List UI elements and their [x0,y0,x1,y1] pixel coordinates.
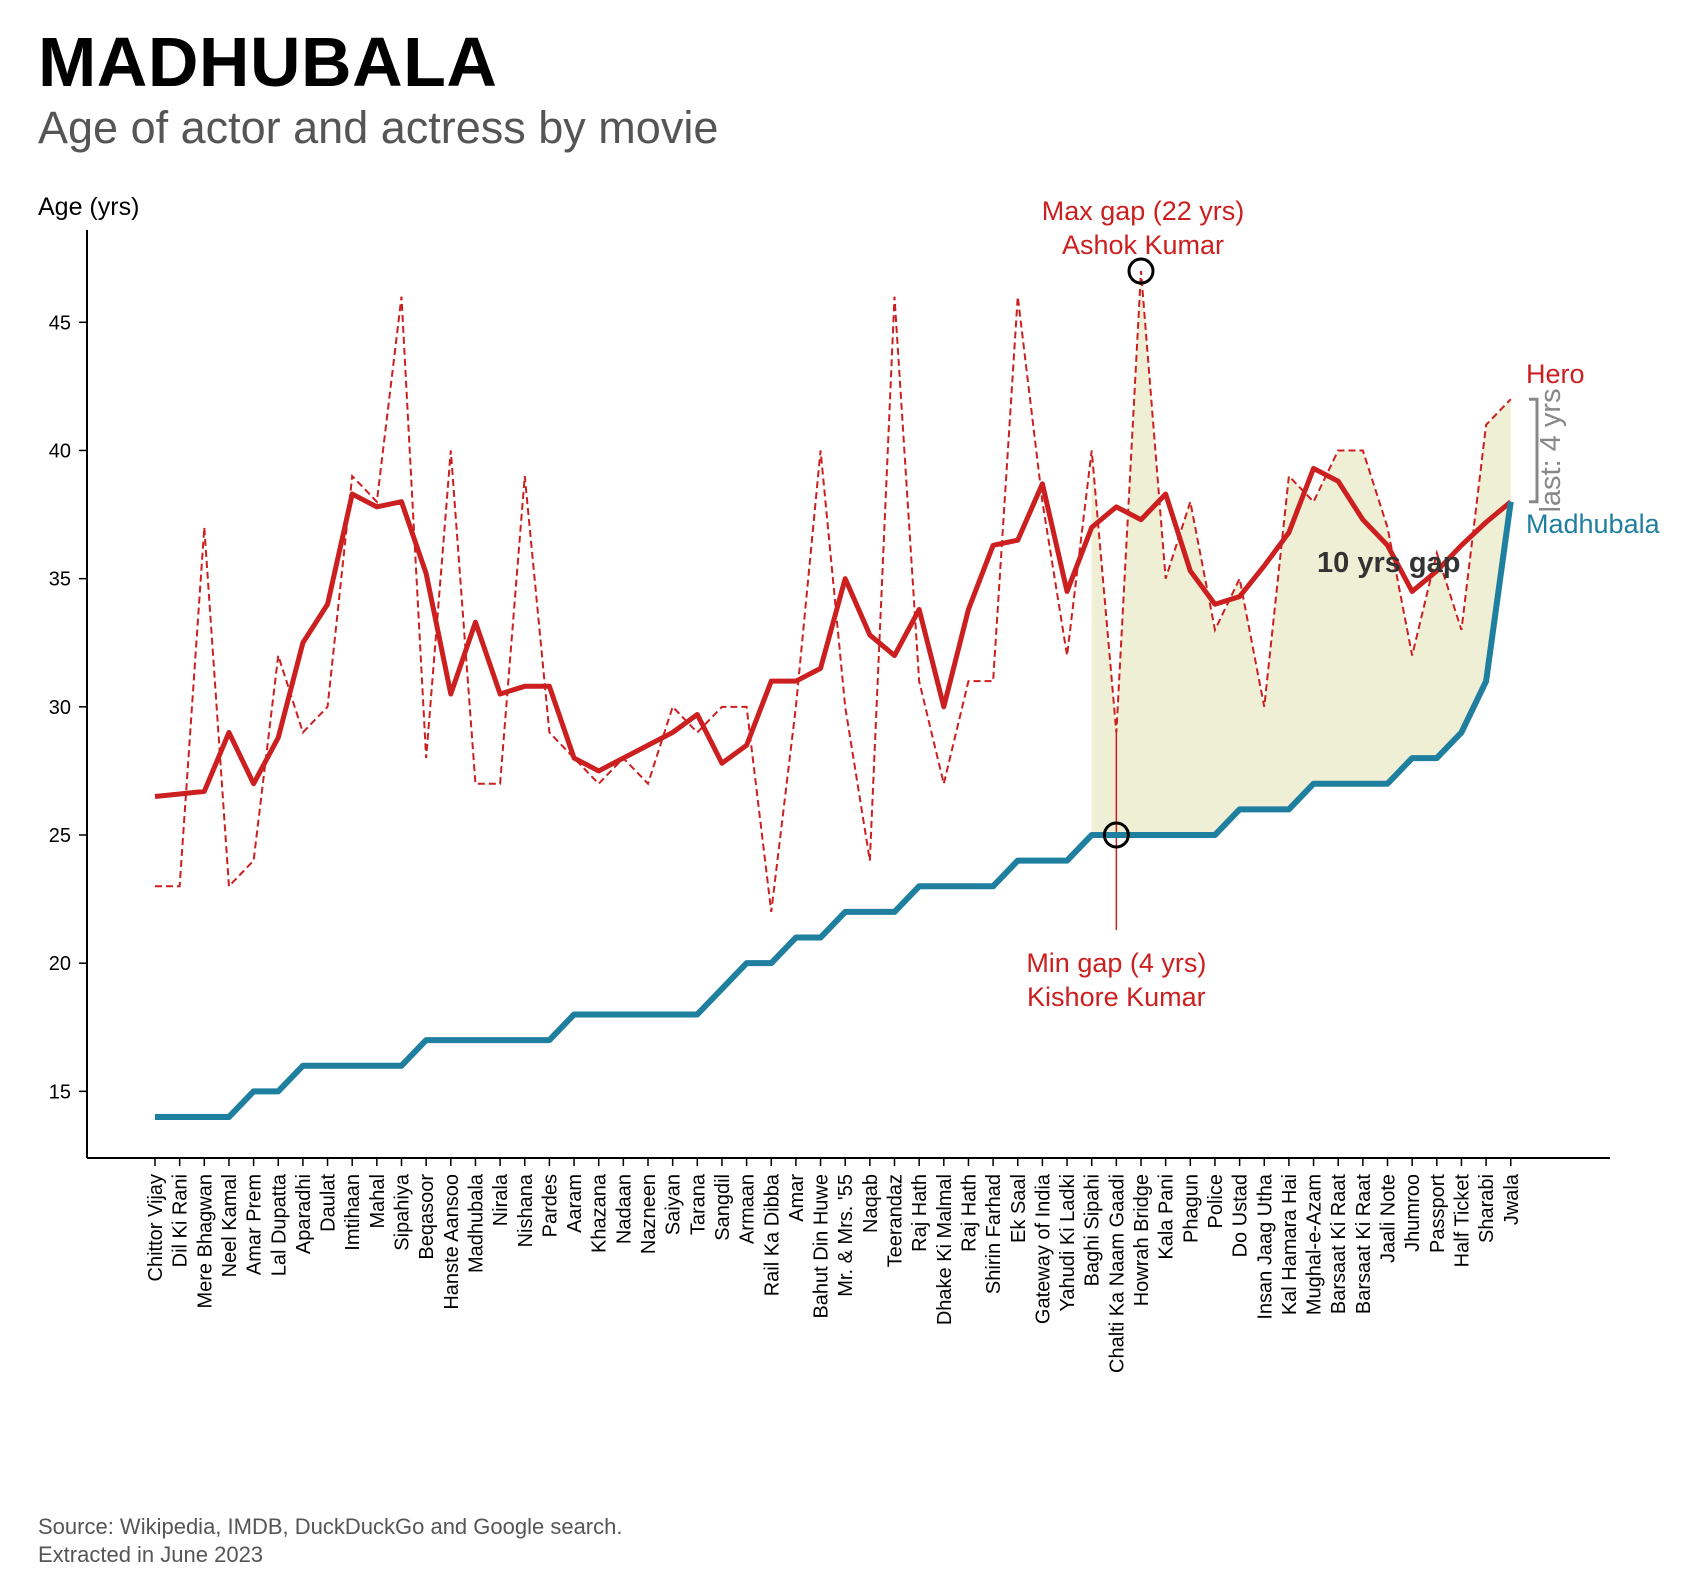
y-tick-label: 15 [49,1081,71,1103]
x-tick-label: Police [1205,1174,1227,1228]
x-tick-label: Kal Hamara Hai [1279,1174,1301,1315]
x-tick-label: Passport [1427,1174,1449,1253]
x-tick-label: Yahudi Ki Ladki [1057,1174,1079,1312]
x-tick-label: Mr. & Mrs. '55 [835,1174,857,1297]
x-tick-label: Mahal [367,1174,389,1228]
gap-shaded-area [1091,271,1511,835]
y-tick-label: 40 [49,440,71,462]
x-tick-label: Kala Pani [1156,1174,1178,1260]
x-tick-label: Raj Hath [958,1174,980,1252]
x-tick-label: Baghi Sipahi [1082,1174,1104,1286]
x-tick-label: Nirala [490,1173,512,1226]
x-tick-label: Sangdil [712,1174,734,1241]
x-tick-label: Half Ticket [1451,1174,1473,1268]
x-tick-label: Madhubala [465,1173,487,1273]
y-tick-label: 20 [49,953,71,975]
x-tick-label: Chalti Ka Naam Gaadi [1106,1174,1128,1373]
x-tick-label: Jaali Note [1378,1174,1400,1263]
x-tick-label: Insan Jaag Utha [1254,1173,1276,1320]
min-gap-marker [1102,821,1130,849]
y-tick-label: 35 [49,569,71,591]
x-tick-label: Jwala [1501,1173,1523,1225]
x-tick-label: Shirin Farhad [983,1174,1005,1294]
x-tick-label: Amar Prem [244,1174,266,1275]
x-tick-label: Tarana [687,1173,709,1235]
average-gap-label: 10 yrs gap [1317,547,1460,579]
x-tick-label: Sipahiya [392,1173,414,1251]
max-gap-actor-label: Ashok Kumar [1062,230,1224,260]
x-tick-label: Mughal-e-Azam [1304,1174,1326,1315]
y-axis-label: Age (yrs) [38,193,139,221]
x-tick-label: Gateway of India [1032,1173,1054,1324]
hero-age-smoothed-line [154,465,1513,800]
x-tick-label: Nishana [515,1173,537,1247]
x-tick-label: Neel Kamal [219,1174,241,1277]
x-tick-label: Lal Dupatta [268,1173,290,1276]
last-gap-bracket [1529,397,1539,504]
hero-series-label: Hero [1526,359,1585,389]
x-tick-label: Ek Saal [1008,1174,1030,1243]
max-gap-label: Max gap (22 yrs) [1042,196,1245,226]
x-tick-label: Amar [786,1174,808,1222]
y-tick-label: 45 [49,312,71,334]
chart-subtitle: Age of actor and actress by movie [38,102,719,153]
x-tick-label: Sharabi [1476,1174,1498,1243]
x-tick-label: Naqab [860,1174,882,1233]
x-tick-label: Bahut Din Huwe [811,1174,833,1319]
x-tick-label: Dhake Ki Malmal [934,1174,956,1325]
x-tick-label: Phagun [1180,1174,1202,1243]
x-tick-label: Saiyan [663,1174,685,1235]
x-tick-label: Nadaan [613,1174,635,1244]
x-tick-label: Aaram [564,1174,586,1233]
x-tick-label: Jhumroo [1402,1174,1424,1252]
x-tick-label: Barsaat Ki Raat [1328,1174,1350,1315]
x-tick-label: Khazana [589,1173,611,1253]
x-tick-label: Rail Ka Dibba [761,1173,783,1296]
x-tick-label: Nazneen [638,1174,660,1254]
x-tick-label: Daulat [318,1174,340,1232]
source-note: Source: Wikipedia, IMDB, DuckDuckGo and … [38,1513,622,1569]
x-tick-label: Barsaat Ki Raat [1353,1174,1375,1315]
x-tick-label: Aparadhi [293,1174,315,1254]
x-tick-label: Pardes [539,1174,561,1237]
last-gap-label: last: 4 yrs [1535,388,1567,512]
x-tick-label: Mere Bhagwan [194,1174,216,1309]
min-gap-label: Min gap (4 yrs) [1026,948,1206,978]
x-tick-label: Howrah Bridge [1131,1174,1153,1306]
min-gap-actor-label: Kishore Kumar [1027,982,1206,1012]
x-tick-label: Armaan [737,1174,759,1244]
max-gap-marker [1127,257,1155,285]
x-tick-label: Hanste Aansoo [441,1174,463,1310]
x-tick-label: Teerandaz [885,1174,907,1267]
x-tick-label: Dil Ki Rani [170,1174,192,1267]
x-tick-label: Imtihaan [342,1174,364,1251]
source-line: Source: Wikipedia, IMDB, DuckDuckGo and … [38,1514,623,1539]
extracted-line: Extracted in June 2023 [38,1542,264,1567]
hero-age-dashed-line [155,270,1512,913]
x-tick-label: Chittor Vijay [145,1174,167,1281]
x-tick-label: Beqasoor [416,1174,438,1260]
chart-title: MADHUBALA [38,23,498,101]
y-tick-label: 25 [49,825,71,847]
x-tick-label: Raj Hath [909,1174,931,1252]
x-tick-label: Do Ustad [1230,1174,1252,1257]
y-tick-label: 30 [49,697,71,719]
madhubala-series-label: Madhubala [1526,509,1661,539]
madhubala-age-line [155,501,1514,1120]
